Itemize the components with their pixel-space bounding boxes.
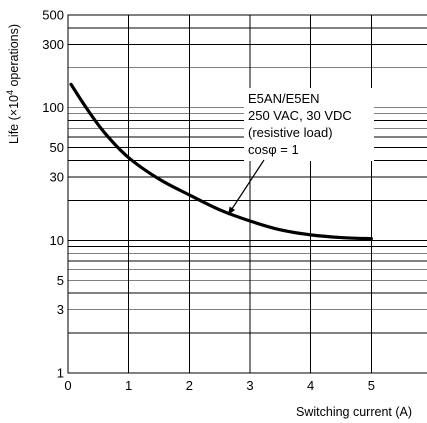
y-tick-label-50: 50 [50,140,64,155]
y-tick-label-3: 3 [57,302,64,317]
annotation-text: E5AN/E5EN 250 VAC, 30 VDC (resistive load)… [248,91,352,157]
annotation-line-2: 250 VAC, 30 VDC [248,108,352,123]
annotation-line-1: E5AN/E5EN [248,91,320,106]
y-tick-label-1: 1 [57,366,64,381]
x-tick-label-0: 0 [64,378,71,393]
x-tick-label-1: 1 [125,378,132,393]
plot-frame [67,14,427,374]
y-tick-label-300: 300 [42,37,64,52]
x-gridlines [67,15,372,373]
y-gridlines [68,14,427,334]
x-tick-label-5: 5 [368,378,375,393]
annotation-line-4: cosφ = 1 [248,142,299,157]
y-tick-labels: 1 3 5 10 30 50 100 300 500 [42,8,64,381]
annotation-line-3: (resistive load) [248,125,333,140]
y-axis-title: Life (×104 operations) [5,24,21,144]
x-tick-label-3: 3 [246,378,253,393]
x-tick-label-4: 4 [307,378,314,393]
annotation-background [244,88,374,161]
y-tick-label-500: 500 [42,8,64,23]
y-tick-label-10: 10 [50,233,64,248]
annotation-pointer-line [227,159,265,216]
life-curve-line [69,82,373,241]
x-tick-label-2: 2 [186,378,193,393]
x-tick-labels: 0123456 [64,378,375,393]
y-tick-label-5: 5 [57,273,64,288]
y-tick-label-100: 100 [42,100,64,115]
y-tick-label-30: 30 [50,170,64,185]
x-axis-title: Switching current (A) [296,405,412,419]
y-axis-title-exponent: 4 [5,90,15,95]
annotation-arrow-head [228,206,236,215]
